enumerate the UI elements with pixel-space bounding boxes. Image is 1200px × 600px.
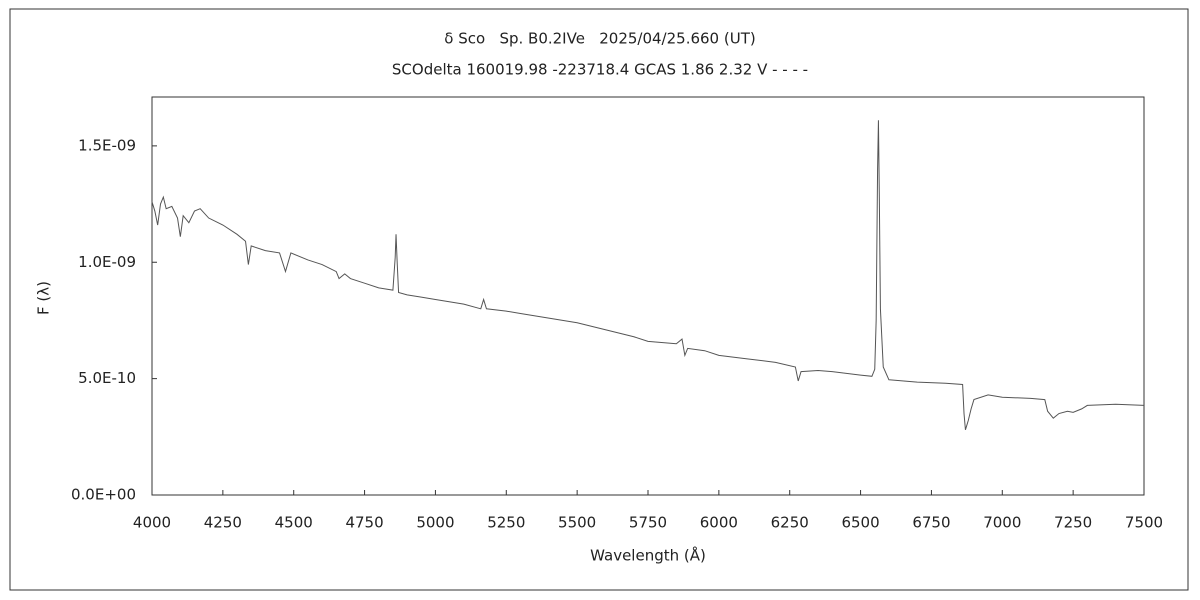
x-tick-label: 4750 — [345, 514, 383, 532]
outer-frame — [9, 8, 1189, 591]
plot-frame — [151, 96, 1145, 496]
x-tick-label: 7250 — [1054, 514, 1092, 532]
x-tick-label: 5250 — [487, 514, 525, 532]
x-tick-label: 6000 — [700, 514, 738, 532]
x-tick-label: 4000 — [133, 514, 171, 532]
x-tick-label: 5500 — [558, 514, 596, 532]
y-tick-label: 1.0E-09 — [78, 253, 136, 271]
x-tick-label: 7000 — [983, 514, 1021, 532]
x-tick-label: 4500 — [275, 514, 313, 532]
x-tick-label: 5000 — [416, 514, 454, 532]
y-tick-label: 0.0E+00 — [71, 486, 136, 504]
chart-subtitle: SCOdelta 160019.98 -223718.4 GCAS 1.86 2… — [392, 61, 808, 79]
x-tick-label: 6500 — [841, 514, 879, 532]
x-tick-label: 5750 — [629, 514, 667, 532]
y-axis-label: F (λ) — [35, 281, 53, 315]
spectrum-line — [151, 120, 1145, 430]
x-axis-label: Wavelength (Å) — [590, 546, 706, 565]
x-tick-label: 6750 — [912, 514, 950, 532]
y-tick-label: 5.0E-10 — [78, 369, 136, 387]
y-tick-label: 1.5E-09 — [78, 136, 136, 154]
x-tick-label: 7500 — [1125, 514, 1163, 532]
x-tick-label: 4250 — [204, 514, 242, 532]
chart-title: δ Sco Sp. B0.2IVe 2025/04/25.660 (UT) — [444, 30, 755, 48]
x-tick-label: 6250 — [771, 514, 809, 532]
